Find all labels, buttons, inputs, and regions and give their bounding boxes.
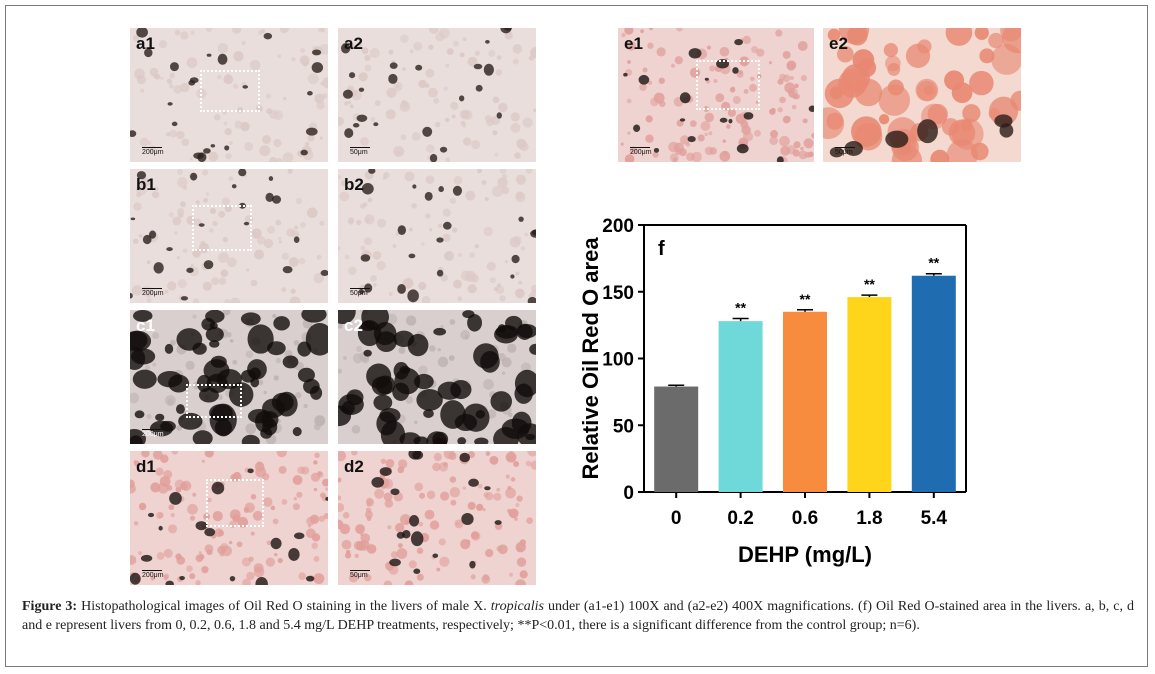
micrograph-texture <box>823 28 1021 162</box>
micrograph-d1: d1 200μm <box>130 451 328 585</box>
bar <box>783 311 827 492</box>
chart-panel-label: f <box>658 238 665 260</box>
micrograph-a2: a2 50μm <box>338 28 536 162</box>
micrograph-texture <box>130 28 328 162</box>
region-of-interest-box <box>186 384 242 418</box>
panel-label: b2 <box>344 175 364 194</box>
x-axis-label: DEHP (mg/L) <box>738 542 872 567</box>
y-tick-label: 100 <box>602 350 634 371</box>
bar <box>654 386 699 492</box>
caption-species-italic: tropicalis <box>490 599 544 614</box>
panel-label: d2 <box>344 457 364 476</box>
micrograph-texture <box>130 169 328 303</box>
caption-figure-label: Figure 3: <box>22 599 78 614</box>
micrograph-a1: a1 200μm <box>130 28 328 162</box>
bar <box>847 297 892 492</box>
scale-bar: 200μm <box>630 147 652 156</box>
scale-bar: 200μm <box>142 429 164 438</box>
panel-label: b1 <box>136 175 156 194</box>
panel-label: c2 <box>344 316 363 335</box>
scale-bar: 50μm <box>350 288 370 297</box>
significance-marker: ** <box>864 276 875 292</box>
significance-marker: ** <box>928 255 939 271</box>
x-tick-label: 0 <box>671 508 682 529</box>
x-tick-label: 1.8 <box>856 508 882 529</box>
scale-bar: 50μm <box>350 570 370 579</box>
scale-bar: 200μm <box>142 288 164 297</box>
figure-caption: Figure 3: Histopathological images of Oi… <box>22 597 1134 635</box>
micrograph-texture <box>338 451 536 585</box>
x-tick-label: 0.6 <box>792 508 818 529</box>
y-tick-label: 50 <box>613 416 634 437</box>
caption-text-start: Histopathological images of Oil Red O st… <box>77 599 491 614</box>
bar <box>911 275 956 492</box>
region-of-interest-box <box>200 70 260 112</box>
panel-label: a1 <box>136 34 155 53</box>
micrograph-texture <box>338 310 536 444</box>
bar <box>718 321 763 492</box>
y-tick-label: 150 <box>602 283 634 304</box>
micrograph-texture <box>618 28 814 162</box>
micrograph-b2: b2 50μm <box>338 169 536 303</box>
micrograph-b1: b1 200μm <box>130 169 328 303</box>
micrograph-texture <box>338 28 536 162</box>
micrograph-e2: e2 50μm <box>823 28 1021 162</box>
caption-text-end: under (a1-e1) 100X and (a2-e2) 400X magn… <box>22 599 1134 633</box>
region-of-interest-box <box>192 205 252 251</box>
y-tick-label: 0 <box>623 483 634 504</box>
micrograph-texture <box>130 451 328 585</box>
y-axis-label: Relative Oil Red O area <box>578 237 603 480</box>
x-tick-label: 0.2 <box>727 508 753 529</box>
scale-bar: 200μm <box>142 570 164 579</box>
panel-label: e1 <box>624 34 643 53</box>
panel-label: a2 <box>344 34 363 53</box>
region-of-interest-box <box>206 479 264 527</box>
panel-label: e2 <box>829 34 848 53</box>
x-tick-label: 5.4 <box>921 508 948 529</box>
micrograph-texture <box>130 310 328 444</box>
significance-marker: ** <box>800 291 811 307</box>
significance-marker: ** <box>735 299 746 315</box>
micrograph-c2: c2 <box>338 310 536 444</box>
y-tick-label: 200 <box>602 216 634 237</box>
panel-label: c1 <box>136 316 155 335</box>
micrograph-d2: d2 50μm <box>338 451 536 585</box>
micrograph-e1: e1 200μm <box>618 28 814 162</box>
micrograph-c1: c1 200μm <box>130 310 328 444</box>
scale-bar: 200μm <box>142 147 164 156</box>
panel-label: d1 <box>136 457 156 476</box>
scale-bar: 50μm <box>350 147 370 156</box>
scale-bar: 50μm <box>835 147 855 156</box>
micrograph-texture <box>338 169 536 303</box>
region-of-interest-box <box>696 60 760 110</box>
